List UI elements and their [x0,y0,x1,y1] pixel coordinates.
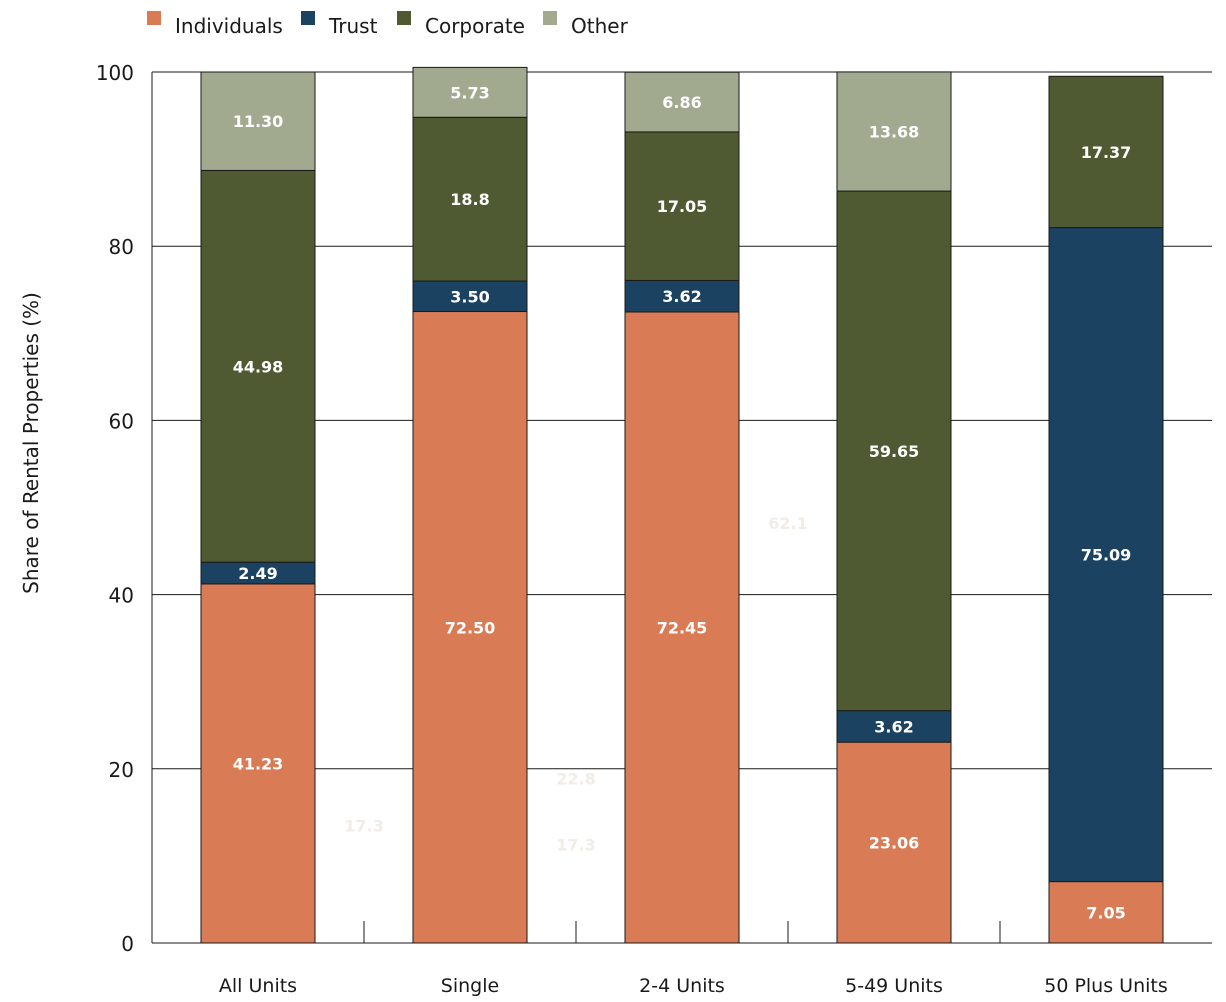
bar-segment-50-plus-units-corporate [1048,75,1164,229]
data-label-single-trust: 3.50 [450,287,489,306]
bar-segment-single-other [412,66,528,118]
x-tick-label-50-plus-units: 50 Plus Units [1044,975,1168,997]
bar-segment-2-4-units-individuals [624,311,740,944]
axes: 0 20 40 60 80 100 All Units Single 2-4 Units 5-49… [96,61,1212,997]
bar-segment-2-4-units-other [624,71,740,133]
faint-annotation-17-3: 17.3 [344,816,383,835]
legend: Individuals Trust Corporate Other [147,11,629,38]
legend-label-individuals: Individuals [175,14,283,38]
y-axis-title: Share of Rental Properties (%) [19,292,43,594]
bar-segment-2-4-units-trust [624,279,740,313]
data-label-5-49-units-trust: 3.62 [874,717,913,736]
data-label-5-49-units-corporate: 59.65 [869,442,920,461]
legend-label-trust: Trust [328,14,378,38]
x-tick-label-5-49-units: 5-49 Units [845,975,943,997]
data-label-all-units-trust: 2.49 [238,564,277,583]
value-labels: 41.23 2.49 44.98 11.30 72.50 3.50 18.8 5.73 72.4… [233,83,1132,922]
legend-label-other: Other [571,14,629,38]
data-label-50-plus-units-individuals: 7.05 [1086,903,1125,922]
legend-swatch-trust [301,11,315,25]
data-label-single-individuals: 72.50 [445,618,496,637]
data-label-50-plus-units-trust: 75.09 [1081,546,1132,565]
y-tick-label-100: 100 [96,61,134,85]
bar-segment-all-units-other [200,71,316,171]
faint-annotation-22-8: 22.8 [556,769,595,788]
bar-segment-5-49-units-individuals [836,741,952,944]
data-label-2-4-units-corporate: 17.05 [657,197,708,216]
data-label-single-other: 5.73 [450,83,489,102]
x-tick-label-single: Single [441,975,499,997]
bars [200,66,1164,944]
data-label-all-units-other: 11.30 [233,112,284,131]
data-label-all-units-corporate: 44.98 [233,357,284,376]
x-tick-label-all-units: All Units [219,975,297,997]
bar-segment-single-individuals [412,311,528,944]
data-label-2-4-units-trust: 3.62 [662,287,701,306]
bar-segment-2-4-units-corporate [624,131,740,281]
bar-segment-5-49-units-trust [836,710,952,743]
y-tick-label-80: 80 [109,235,134,259]
legend-swatch-individuals [147,11,161,25]
bar-segment-5-49-units-corporate [836,190,952,712]
legend-swatch-other [543,11,557,25]
faint-annotation-62-1: 62.1 [768,514,807,533]
bar-segment-single-trust [412,280,528,313]
data-label-50-plus-units-corporate: 17.37 [1081,143,1132,162]
legend-label-corporate: Corporate [425,14,525,38]
bar-segment-all-units-individuals [200,583,316,944]
x-tick-label-2-4-units: 2-4 Units [639,975,725,997]
y-tick-label-20: 20 [109,758,134,782]
bar-segment-single-corporate [412,116,528,282]
data-label-2-4-units-individuals: 72.45 [657,618,708,637]
data-label-5-49-units-individuals: 23.06 [869,834,920,853]
y-tick-label-40: 40 [109,584,134,608]
bar-segment-5-49-units-other [836,71,952,192]
faint-annotation-17-3: 17.3 [556,836,595,855]
bar-segment-50-plus-units-trust [1048,227,1164,883]
data-label-2-4-units-other: 6.86 [662,93,701,112]
y-tick-label-0: 0 [121,932,134,956]
legend-swatch-corporate [397,11,411,25]
bar-segment-all-units-corporate [200,169,316,563]
data-label-all-units-individuals: 41.23 [233,754,284,773]
y-tick-label-60: 60 [109,409,134,433]
data-label-single-corporate: 18.8 [450,190,489,209]
data-label-5-49-units-other: 13.68 [869,122,920,141]
